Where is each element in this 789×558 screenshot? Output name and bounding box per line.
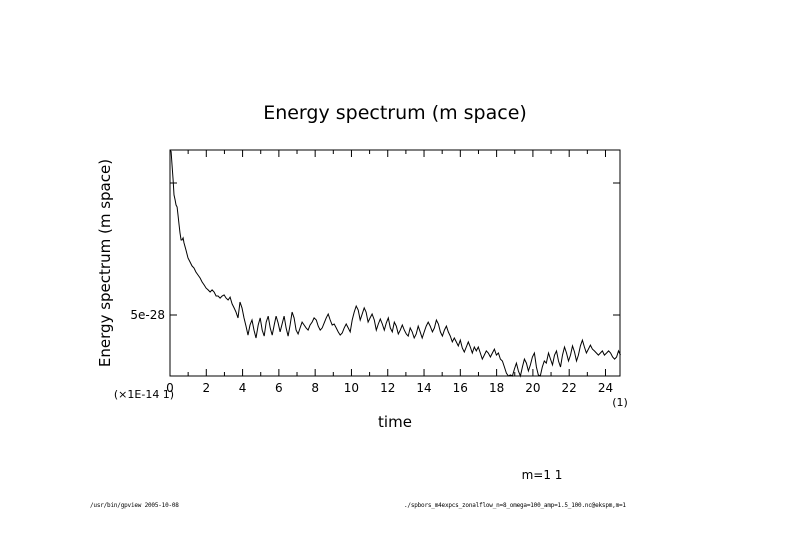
y-tick-label: 5e-28 [130, 308, 165, 322]
x-tick-label: 22 [562, 381, 577, 395]
y-axis: 5e-28 [130, 182, 620, 322]
x-tick-label: 12 [380, 381, 395, 395]
x-tick-label: 24 [598, 381, 613, 395]
plot-frame [169, 149, 621, 377]
x-axis-label: time [378, 413, 412, 431]
x-tick-label: 18 [489, 381, 504, 395]
x-tick-label: 6 [275, 381, 283, 395]
chart-title: Energy spectrum (m space) [263, 102, 527, 124]
x-units-label: (1) [612, 396, 628, 409]
x-tick-label: 0 [166, 381, 174, 395]
annotation-m: m=1 1 [522, 468, 563, 482]
x-tick-label: 20 [525, 381, 540, 395]
x-tick-label: 2 [202, 381, 210, 395]
x-axis: 0 2 4 6 8 10 12 14 16 18 20 22 24 [166, 150, 613, 395]
x-tick-label: 8 [311, 381, 319, 395]
x-tick-label: 10 [344, 381, 359, 395]
x-tick-label: 4 [239, 381, 247, 395]
footer-left: /usr/bin/gpview 2005-10-08 [90, 502, 179, 509]
y-units-label: (×1E-14 1) [114, 388, 174, 401]
y-axis-label: Energy spectrum (m space) [96, 159, 114, 367]
series-line-m1 [169, 149, 621, 378]
x-tick-label: 14 [416, 381, 431, 395]
x-tick-label: 16 [453, 381, 468, 395]
footer-right: ./spbors_m4expcs_zonalflow_n=8_omega=100… [404, 502, 626, 509]
